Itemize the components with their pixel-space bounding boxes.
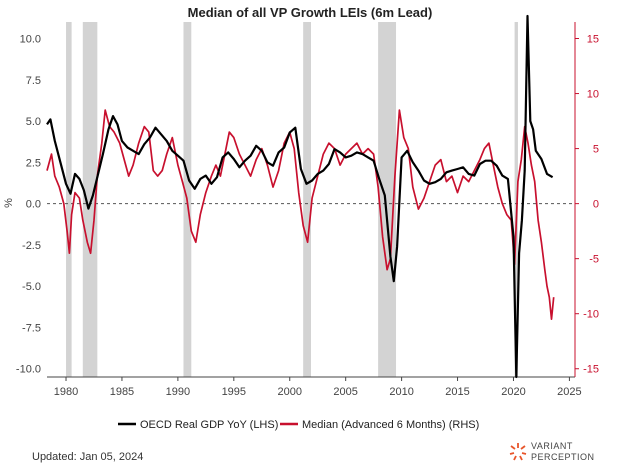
- left-axis-ticks: 10.0 7.5 5.0 2.5 0.0 -2.5 -5.0 -7.5 -10.0: [16, 34, 41, 376]
- left-tick-label-6: -5.0: [22, 281, 41, 293]
- right-tick-label-4: -5: [589, 254, 599, 266]
- left-tick-label-0: 10.0: [20, 34, 41, 46]
- series-line-gdp: [46, 14, 554, 379]
- x-tick-label-8: 2020: [501, 386, 525, 398]
- x-tick-label-1: 1985: [110, 386, 134, 398]
- x-tick-label-0: 1980: [54, 386, 78, 398]
- brand-name-line2: PERCEPTION: [531, 452, 595, 462]
- x-tick-label-6: 2010: [389, 386, 413, 398]
- legend-label-gdp: OECD Real GDP YoY (LHS): [140, 419, 278, 431]
- chart-title: Median of all VP Growth LEIs (6m Lead): [188, 5, 433, 20]
- updated-date: Updated: Jan 05, 2024: [32, 451, 143, 463]
- right-tick-label-0: 15: [587, 34, 599, 46]
- right-axis-ticks: 15 10 5 0 -5 -10 -15: [575, 34, 599, 376]
- left-tick-label-8: -10.0: [16, 364, 41, 376]
- legend: OECD Real GDP YoY (LHS) Median (Advanced…: [118, 419, 479, 431]
- left-tick-label-7: -7.5: [22, 322, 41, 334]
- right-tick-label-5: -10: [583, 309, 599, 321]
- series-lines: [46, 14, 555, 379]
- recession-bands: [66, 22, 518, 377]
- legend-label-median: Median (Advanced 6 Months) (RHS): [302, 419, 479, 431]
- x-tick-label-4: 2000: [278, 386, 302, 398]
- left-tick-label-1: 7.5: [26, 75, 41, 87]
- recession-band-3: [303, 22, 311, 377]
- x-axis-ticks: 1980 1985 1990 1995 2000 2005 2010 2015 2020 2025: [54, 377, 582, 398]
- right-tick-label-3: 0: [593, 199, 599, 211]
- recession-band-5: [514, 22, 518, 377]
- sunburst-icon: [509, 443, 527, 461]
- left-tick-label-4: 0.0: [26, 199, 41, 211]
- left-tick-label-2: 5.0: [26, 116, 41, 128]
- x-tick-label-5: 2005: [333, 386, 357, 398]
- x-tick-label-2: 1990: [166, 386, 190, 398]
- x-tick-label-3: 1995: [222, 386, 246, 398]
- brand-logo: VARIANT PERCEPTION: [509, 441, 595, 462]
- right-tick-label-2: 5: [593, 144, 599, 156]
- recession-band-4: [378, 22, 397, 377]
- left-axis-label: %: [3, 198, 15, 208]
- recession-band-0: [66, 22, 72, 377]
- recession-band-1: [82, 22, 98, 377]
- x-tick-label-7: 2015: [445, 386, 469, 398]
- right-tick-label-1: 10: [587, 89, 599, 101]
- x-tick-label-9: 2025: [557, 386, 581, 398]
- series-line-median: [46, 109, 555, 321]
- brand-name-line1: VARIANT: [531, 441, 573, 451]
- right-tick-label-6: -15: [583, 364, 599, 376]
- left-tick-label-5: -2.5: [22, 240, 41, 252]
- left-tick-label-3: 2.5: [26, 157, 41, 169]
